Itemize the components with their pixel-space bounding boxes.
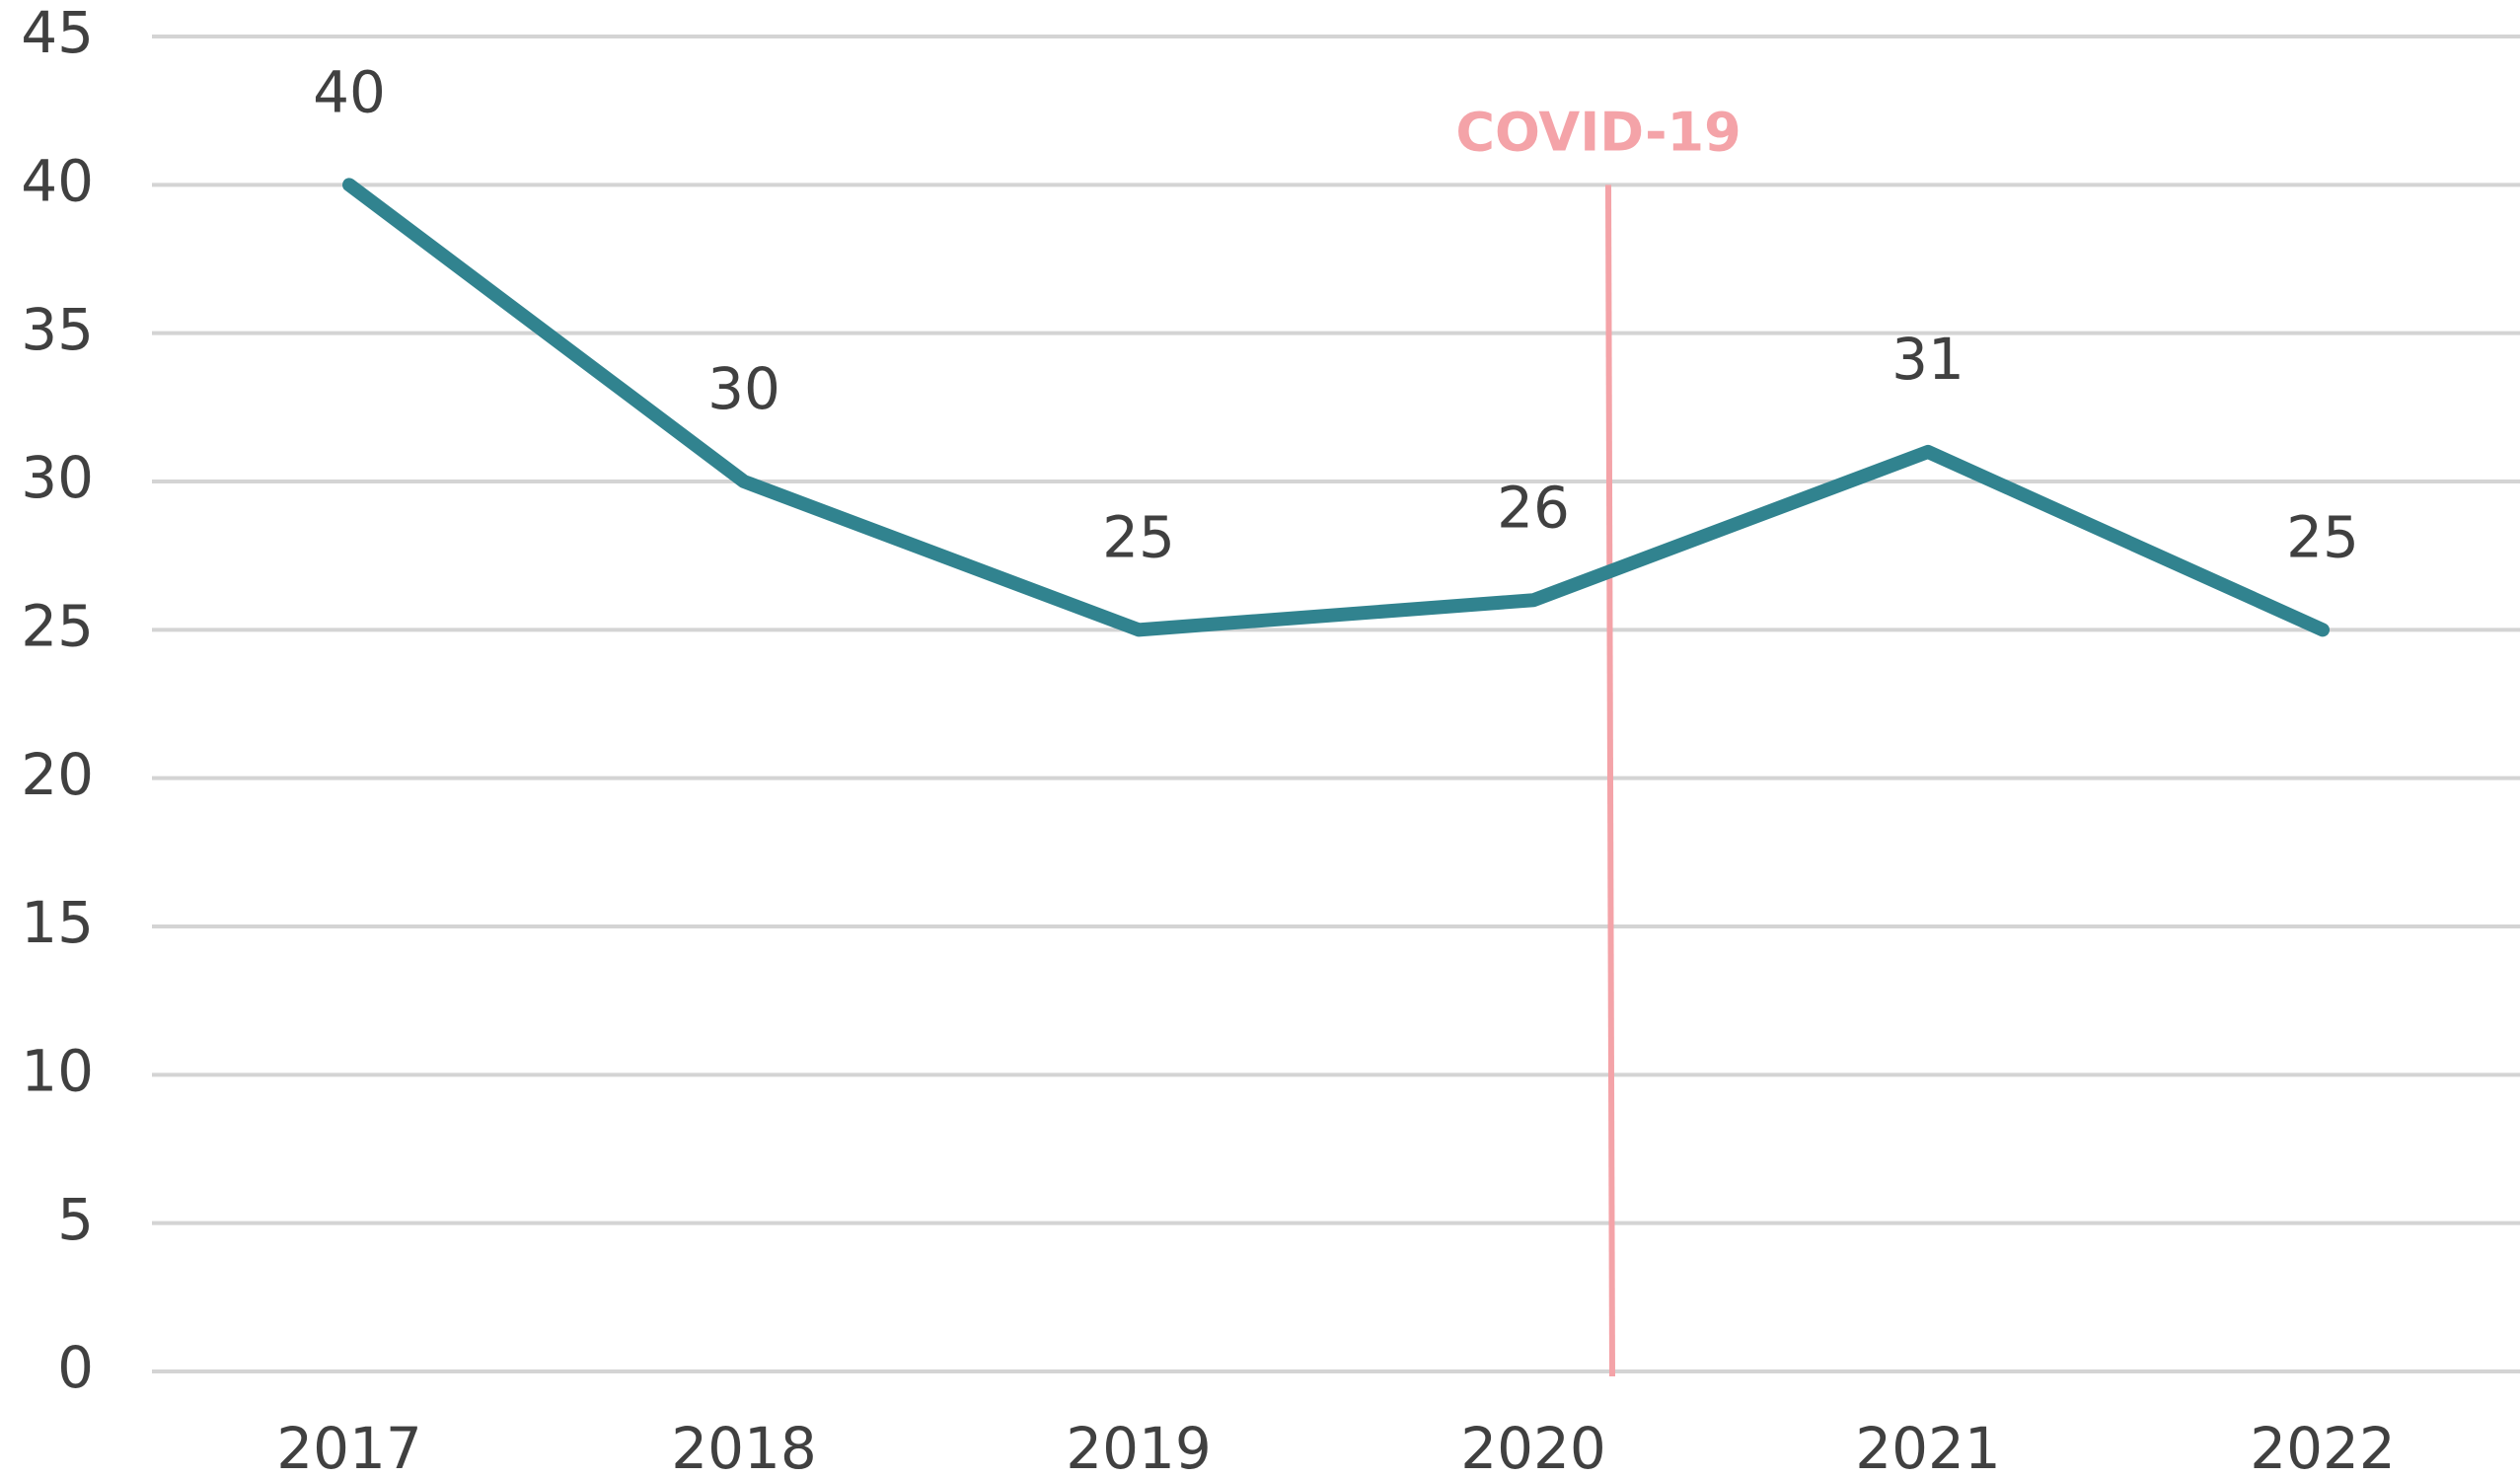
data-label: 26 — [1497, 474, 1570, 541]
y-tick-label: 25 — [21, 592, 94, 659]
y-tick-label: 35 — [21, 296, 94, 363]
data-label: 31 — [1891, 326, 1964, 393]
x-tick-label: 2021 — [1855, 1415, 2001, 1478]
data-label: 25 — [1102, 503, 1175, 570]
data-label: 30 — [707, 355, 780, 422]
x-tick-label: 2018 — [671, 1415, 817, 1478]
x-tick-label: 2019 — [1066, 1415, 1212, 1478]
x-tick-label: 2020 — [1460, 1415, 1606, 1478]
y-tick-label: 30 — [21, 444, 94, 511]
data-label: 40 — [313, 58, 386, 125]
y-tick-label: 20 — [21, 741, 94, 808]
y-tick-label: 40 — [21, 147, 94, 214]
annotation-label: COVID-19 — [1455, 102, 1741, 164]
y-tick-label: 10 — [21, 1037, 94, 1104]
data-line — [342, 178, 2330, 637]
annotation-line — [1605, 185, 1615, 1377]
y-tick-label: 0 — [57, 1334, 94, 1401]
y-tick-label: 45 — [21, 0, 94, 66]
x-tick-label: 2017 — [276, 1415, 422, 1478]
x-tick-label: 2022 — [2250, 1415, 2396, 1478]
y-tick-label: 5 — [57, 1186, 94, 1253]
y-tick-label: 15 — [21, 889, 94, 956]
data-label: 25 — [2286, 503, 2359, 570]
